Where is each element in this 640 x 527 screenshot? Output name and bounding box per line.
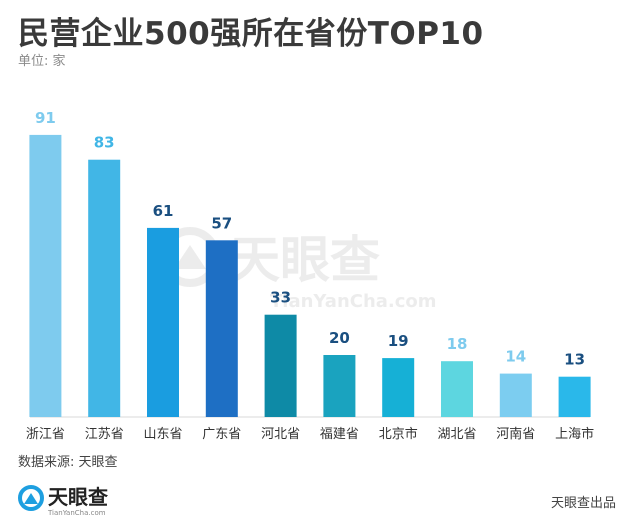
bar-value-label: 33 xyxy=(270,289,291,307)
bar-6 xyxy=(323,355,356,417)
chart-title: 民营企业500强所在省份TOP10 xyxy=(18,16,484,52)
bar-value-label: 18 xyxy=(447,335,468,353)
footer-logo: 天眼查 TianYanCha.com xyxy=(18,485,108,517)
category-label: 湖北省 xyxy=(437,427,476,442)
footer-logo-url: TianYanCha.com xyxy=(47,509,106,517)
bar-value-label: 83 xyxy=(94,134,115,152)
bar-8 xyxy=(441,361,473,417)
footer-credit: 天眼查出品 xyxy=(550,496,616,511)
bar-value-label: 13 xyxy=(564,351,585,369)
data-source: 数据来源: 天眼查 xyxy=(18,455,118,470)
bar-value-label: 57 xyxy=(211,214,232,232)
bar-7 xyxy=(382,358,415,417)
bar-value-label: 20 xyxy=(329,329,350,347)
bar-3 xyxy=(147,227,179,417)
bar-9 xyxy=(499,373,532,417)
category-label: 上海市 xyxy=(555,426,594,442)
bar-2 xyxy=(88,159,121,417)
unit-label: 单位: 家 xyxy=(18,54,66,69)
category-label: 北京市 xyxy=(379,426,418,442)
category-label: 山东省 xyxy=(143,427,182,442)
category-label: 河南省 xyxy=(496,426,535,442)
bar-value-label: 91 xyxy=(35,109,56,127)
footer-logo-text: 天眼查 xyxy=(48,485,108,509)
bar-value-label: 61 xyxy=(153,202,174,220)
category-label: 江苏省 xyxy=(85,426,124,442)
bar-value-label: 19 xyxy=(388,332,409,350)
category-label: 福建省 xyxy=(320,427,359,442)
category-label: 河北省 xyxy=(261,427,300,442)
bar-5 xyxy=(264,314,297,417)
bar-1 xyxy=(29,134,62,417)
bar-4 xyxy=(205,240,238,417)
category-label: 广东省 xyxy=(202,427,241,442)
tianyancha-logo-icon xyxy=(18,485,44,511)
bar-value-label: 14 xyxy=(505,348,526,366)
category-label: 浙江省 xyxy=(26,427,65,442)
bar-10 xyxy=(558,376,591,417)
